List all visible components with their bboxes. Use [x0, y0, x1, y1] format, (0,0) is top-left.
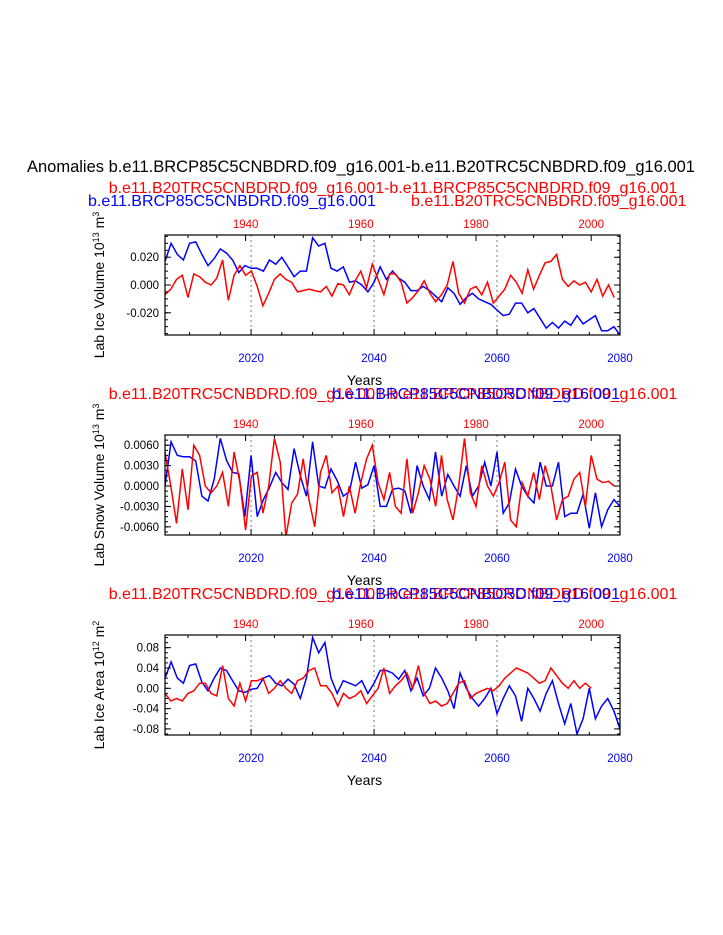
ytick-label: 0.00 — [137, 683, 159, 695]
xtick-label-2040: 2040 — [361, 553, 387, 565]
top-xtick-label-1940: 1940 — [233, 619, 259, 631]
ytick-label: -0.08 — [133, 724, 159, 736]
plot-frame — [164, 234, 621, 336]
ytick-label: 0.0030 — [124, 461, 159, 473]
ytick-label: -0.020 — [126, 308, 159, 320]
xtick-label-2080: 2080 — [607, 353, 633, 365]
ytick-label: -0.04 — [133, 704, 160, 716]
title-center: b.e11.B20TRC5CNBDRD.f09_g16.001-b.e11.BR… — [109, 180, 678, 197]
series-line-rcp85 — [165, 438, 620, 530]
ytick-label: -0.0060 — [120, 522, 159, 534]
panel-snow-volume: 2020 2040 2060 2080 1940 1960 1980 2000 -0.0060 -… — [91, 386, 677, 588]
x-axis-label: Years — [347, 572, 382, 588]
panel-ice-volume: 2020 2040 2060 2080 1940 1960 1980 2000 -0.020 0.… — [88, 180, 687, 388]
top-xtick-label-1940: 1940 — [233, 219, 259, 231]
title-center-overlay: b.e11.BRCP85C5CNBDRD.f09_g16.001 — [332, 386, 620, 403]
top-xtick-label-1940: 1940 — [233, 419, 259, 431]
xtick-label-2020: 2020 — [238, 753, 264, 765]
xtick-label-2020: 2020 — [238, 553, 264, 565]
xtick-label-2040: 2040 — [361, 353, 387, 365]
title-left: b.e11.BRCP85C5CNBDRD.f09_g16.001 — [88, 193, 376, 210]
ytick-label: 0.000 — [130, 280, 159, 292]
figure-suptitle: Anomalies b.e11.BRCP85C5CNBDRD.f09_g16.0… — [27, 158, 695, 176]
series-line-b20tr — [165, 665, 592, 708]
xtick-label-2060: 2060 — [484, 553, 510, 565]
xtick-label-2020: 2020 — [238, 353, 264, 365]
top-xtick-label-1960: 1960 — [348, 619, 374, 631]
ytick-label: 0.0000 — [124, 481, 159, 493]
xtick-label-2060: 2060 — [484, 753, 510, 765]
plot-frame — [164, 434, 621, 536]
title-right: b.e11.B20TRC5CNBDRD.f09_g16.001 — [411, 193, 687, 210]
xtick-label-2080: 2080 — [607, 553, 633, 565]
top-xtick-label-1980: 1980 — [463, 619, 489, 631]
title-center: b.e11.B20TRC5CNBDRD.f09_g16.001-b.e11.BR… — [109, 586, 678, 603]
xtick-label-2040: 2040 — [361, 753, 387, 765]
ytick-label: 0.08 — [137, 643, 159, 655]
top-xtick-label-1980: 1980 — [463, 419, 489, 431]
y-axis-label: Lab Ice Area 1012 m2 — [91, 621, 107, 750]
series-line-b20tr — [165, 252, 615, 308]
y-axis-label: Lab Ice Volume 1013 m3 — [91, 212, 107, 359]
title-center-overlay: b.e11.BRCP85C5CNBDRD.f09_g16.001 — [332, 586, 620, 603]
top-xtick-label-2000: 2000 — [578, 219, 604, 231]
ytick-label: 0.0060 — [124, 440, 159, 452]
ytick-label: 0.020 — [130, 252, 159, 264]
ytick-label: 0.04 — [137, 663, 160, 675]
series-line-rcp85 — [165, 235, 620, 335]
top-xtick-label-2000: 2000 — [578, 619, 604, 631]
top-xtick-label-1960: 1960 — [348, 419, 374, 431]
series-line-rcp85 — [165, 635, 620, 735]
xtick-label-2060: 2060 — [484, 353, 510, 365]
plot-frame — [164, 634, 621, 736]
top-xtick-label-1960: 1960 — [348, 219, 374, 231]
top-xtick-label-2000: 2000 — [578, 419, 604, 431]
x-axis-label: Years — [347, 372, 382, 388]
series-line-b20tr — [165, 438, 615, 535]
top-xtick-label-1980: 1980 — [463, 219, 489, 231]
title-center: b.e11.B20TRC5CNBDRD.f09_g16.001-b.e11.BR… — [109, 386, 678, 403]
ytick-label: -0.0030 — [120, 501, 159, 513]
x-axis-label: Years — [347, 772, 382, 788]
panel-ice-area: 2020 2040 2060 2080 1940 1960 1980 2000 -0.08 -0.… — [91, 586, 677, 788]
y-axis-label: Lab Snow Volume 1013 m3 — [91, 404, 107, 567]
xtick-label-2080: 2080 — [607, 753, 633, 765]
